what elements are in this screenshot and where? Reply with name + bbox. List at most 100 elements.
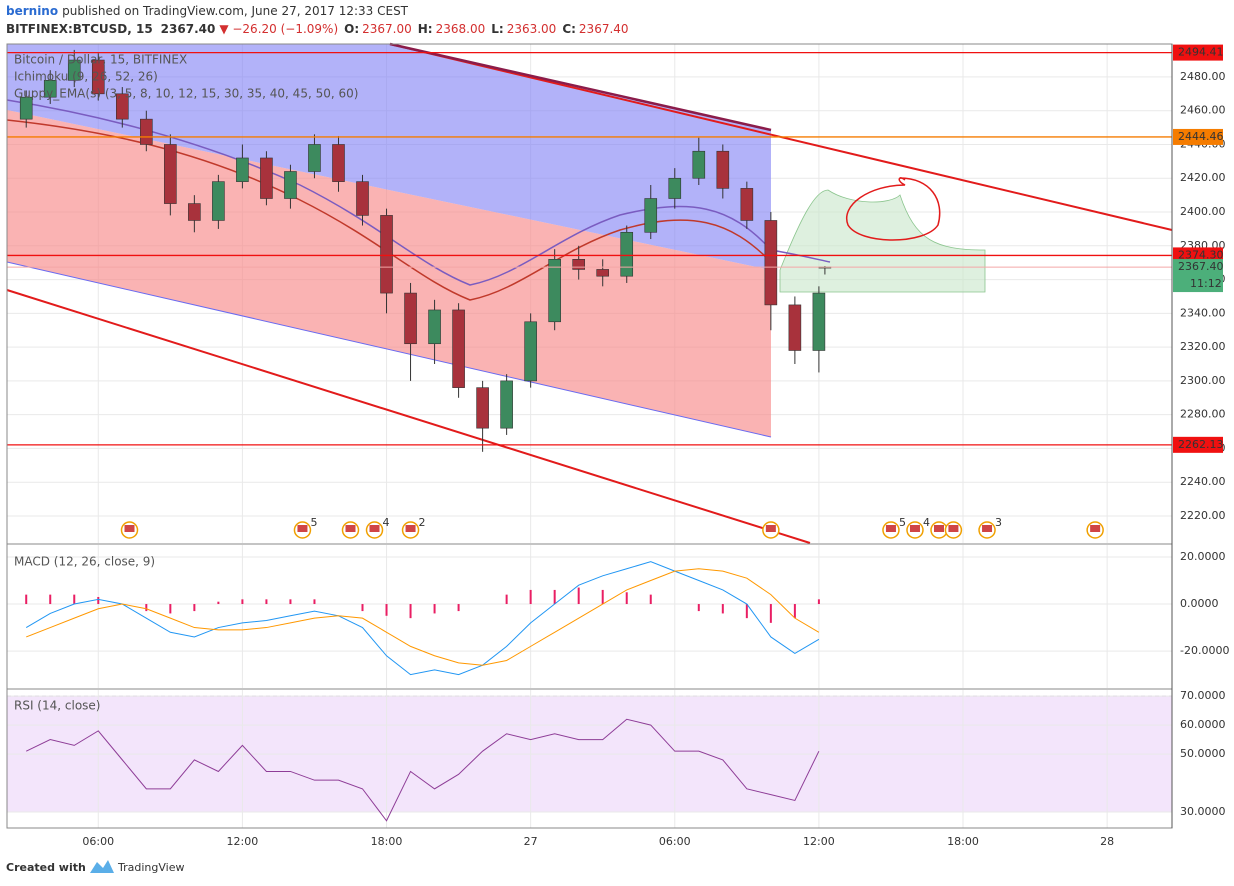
candle-body [764, 220, 778, 306]
y-tick-label: 2320.00 [1180, 340, 1226, 353]
event-label: 4 [383, 516, 390, 529]
y-tick-label: 2340.00 [1180, 306, 1226, 319]
event-flag [369, 525, 380, 532]
candle-body [43, 80, 57, 98]
candle-body [260, 157, 273, 199]
trend-line [389, 42, 772, 132]
candle-body [452, 309, 465, 388]
candle-body [524, 321, 537, 382]
symbol-line: BITFINEX:BTCUSD, 15 2367.40 ▼ −26.20 (−1.0… [6, 22, 629, 36]
candle-body [620, 231, 634, 277]
x-tick-label: 06:00 [82, 835, 114, 848]
ohlc-value: 2367.40 [579, 22, 629, 36]
event-flag [297, 525, 308, 532]
candle-body [284, 171, 297, 199]
candle-body [188, 203, 201, 221]
price-tag [1173, 436, 1223, 453]
price-tag-label: 2374.30 [1178, 248, 1224, 261]
y-tick-label: 2300.00 [1180, 374, 1226, 387]
author[interactable]: bernino [6, 4, 58, 18]
x-tick-label: 06:00 [659, 835, 691, 848]
price-tag-label: 2262.13 [1178, 438, 1224, 451]
ohlc-label: H: [418, 22, 433, 36]
event-label: 5 [310, 516, 317, 529]
legend-text: Guppy_EMA(s) (3, 5, 8, 10, 12, 15, 30, 3… [14, 87, 358, 101]
legend-text: Bitcoin / Dollar, 15, BITFINEX [14, 53, 187, 67]
marks [7, 49, 1172, 822]
candle-body [644, 198, 658, 233]
event-label: 5 [899, 516, 906, 529]
price-tag [1173, 128, 1223, 145]
rsi-line [25, 718, 820, 822]
y-tick-label: 2480.00 [1180, 70, 1226, 83]
candle-body [548, 259, 561, 323]
y-tick-label: 30.0000 [1180, 805, 1226, 818]
candle-body [404, 292, 417, 345]
current-price-tag [1173, 259, 1223, 293]
price-tag [1173, 44, 1223, 61]
channel-blue [7, 44, 771, 270]
event-flag [885, 525, 896, 532]
candle-body [668, 177, 682, 199]
ohlc-value: 2367.00 [362, 22, 412, 36]
y-tick-label: 2220.00 [1180, 509, 1226, 522]
candle-body [380, 215, 393, 294]
candle-body [596, 269, 610, 277]
candle-body [716, 150, 730, 189]
candle-body [476, 387, 489, 429]
candle-body [140, 118, 153, 145]
footer-created: Created with [6, 861, 86, 874]
event-flag [982, 525, 993, 532]
ohlc-value: 2368.00 [436, 22, 486, 36]
y-tick-label: 0.0000 [1180, 597, 1219, 610]
x-tick-label: 12:00 [227, 835, 259, 848]
candle-body [332, 144, 345, 182]
candle-body [692, 150, 706, 179]
ohlc-label: C: [562, 22, 576, 36]
event-label: 4 [923, 516, 930, 529]
y-tick-label: 2280.00 [1180, 408, 1226, 421]
event-flag [909, 525, 920, 532]
panel-title: MACD (12, 26, close, 9) [14, 555, 155, 569]
channel-edge [6, 261, 772, 438]
candle-body [115, 93, 129, 120]
y-tick-label: 60.0000 [1180, 718, 1226, 731]
y-tick-label: 70.0000 [1180, 689, 1226, 702]
event-label: 2 [419, 516, 426, 529]
symbol: BITFINEX:BTCUSD, 15 [6, 22, 153, 36]
candle-body [356, 181, 369, 216]
candle-body [212, 181, 225, 221]
macd-line [25, 561, 820, 676]
candle-body [500, 380, 513, 429]
candle-body [428, 309, 441, 345]
y-tick-label: 50.0000 [1180, 747, 1226, 760]
candle-body [91, 59, 105, 95]
event-flag [124, 525, 135, 532]
candle-body [236, 157, 249, 182]
ohlc: O: 2367.00 H: 2368.00 L: 2363.00 C: 2367.40 [344, 22, 628, 36]
candle-body [812, 292, 826, 351]
ohlc-label: O: [344, 22, 359, 36]
candle-body [19, 96, 33, 120]
x-tick-label: 18:00 [371, 835, 403, 848]
footer-brand[interactable]: TradingView [117, 861, 184, 874]
event-flag [948, 525, 959, 532]
ohlc-label: L: [491, 22, 503, 36]
y-tick-label: 2240.00 [1180, 475, 1226, 488]
current-price-label: 2367.40 [1178, 260, 1224, 273]
event-flag [765, 525, 776, 532]
y-tick-label: 2420.00 [1180, 171, 1226, 184]
candle-body [67, 59, 81, 81]
y-tick-label: 2460.00 [1180, 104, 1226, 117]
x-tick-label: 28 [1100, 835, 1114, 848]
change: ▼ −26.20 (−1.09%) [219, 22, 338, 36]
header-line: bernino published on TradingView.com, Jun… [6, 4, 409, 18]
event-flag [405, 525, 416, 532]
price-tag-label: 2444.46 [1178, 130, 1224, 143]
price-tag-label: 2494.41 [1178, 46, 1224, 59]
panel-title: RSI (14, close) [14, 699, 100, 713]
published: published on TradingView.com, June 27, 2… [62, 4, 409, 18]
candle-body [788, 304, 802, 351]
